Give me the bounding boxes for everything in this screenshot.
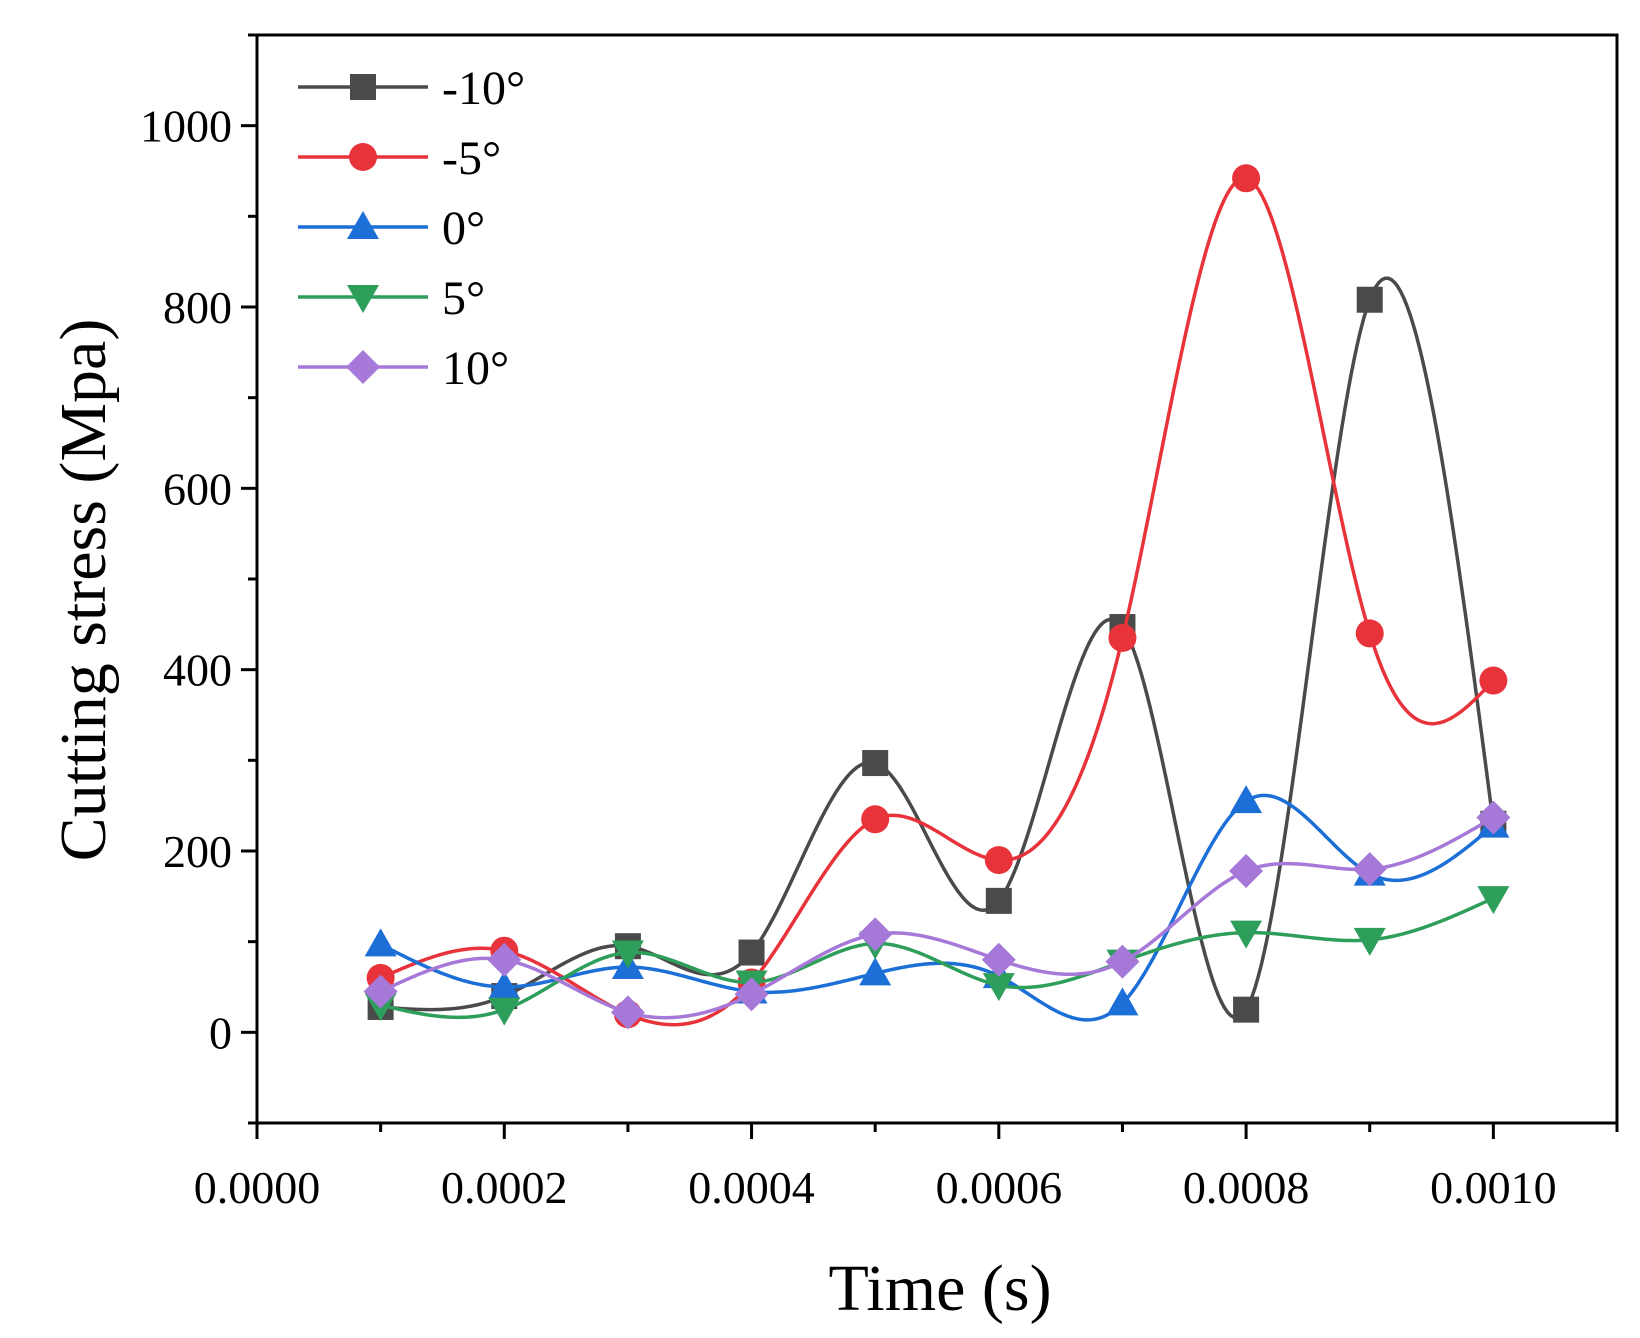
data-point [859,957,892,986]
legend-label: -5° [442,132,501,185]
legend-label: 10° [442,342,509,395]
data-point [1352,852,1387,887]
series-line [379,815,1495,1020]
series-1 [367,276,1507,1023]
series-line [379,176,1495,1027]
y-tick-label: 400 [163,645,232,696]
data-point [487,942,522,977]
series-line [380,896,1495,1020]
data-point [1229,853,1264,888]
legend-item: -5° [298,132,501,185]
data-point [984,846,1013,875]
data-point [1233,996,1260,1023]
legend-item: -10° [298,62,525,115]
x-tick-label: 0.0002 [441,1162,568,1213]
x-axis-title: Time (s) [828,1252,1051,1325]
data-point [488,997,521,1026]
data-point [982,973,1015,1002]
data-point [1356,286,1383,313]
series-2 [366,164,1508,1029]
data-point [1230,920,1263,949]
data-point [738,939,765,966]
data-point [1230,785,1263,814]
data-point [1353,927,1386,956]
data-point [862,750,889,777]
legend-marker [347,285,379,313]
data-point [610,995,645,1030]
legend-label: -10° [442,62,525,115]
legend-item: 5° [298,272,485,325]
legend-marker [349,143,377,171]
x-tick-label: 0.0006 [936,1162,1063,1213]
data-point [364,928,397,957]
data-point [861,805,890,834]
x-tick-label: 0.0008 [1183,1162,1310,1213]
data-point [1232,164,1261,193]
data-point [1476,800,1511,835]
data-point [858,917,893,952]
legend-label: 0° [442,202,485,255]
legend-item: 10° [298,342,509,395]
data-point [1106,987,1139,1016]
data-point [488,971,521,999]
series-3 [364,785,1510,1022]
y-tick-label: 200 [163,826,232,877]
x-tick-label: 0.0000 [194,1162,321,1213]
data-point [734,977,769,1012]
data-point [611,940,644,969]
data-point [1355,619,1384,648]
data-point [1105,944,1140,979]
legend-marker [350,74,376,100]
legend-item: 0° [298,202,485,255]
legend-label: 5° [442,272,485,325]
y-tick-label: 600 [163,463,232,514]
legend-marker [346,350,380,384]
data-point [1108,623,1137,652]
y-tick-label: 1000 [140,101,232,152]
data-point [985,887,1012,914]
y-axis-title: Cutting stress (Mpa) [47,319,120,862]
series-4 [364,886,1510,1026]
data-point [981,942,1016,977]
data-point [1479,666,1508,695]
y-tick-label: 800 [163,282,232,333]
x-tick-label: 0.0010 [1430,1162,1557,1213]
y-tick-label: 0 [209,1007,232,1058]
legend-marker [347,211,379,239]
series-line [380,276,1496,1020]
series-5 [363,800,1511,1030]
x-tick-label: 0.0004 [688,1162,815,1213]
data-point [1477,886,1510,915]
data-point [363,974,398,1009]
